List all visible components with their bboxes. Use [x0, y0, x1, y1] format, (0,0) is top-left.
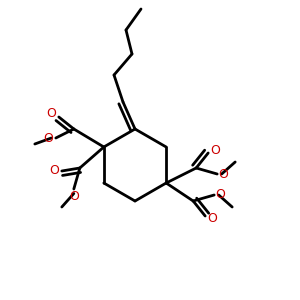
Text: O: O — [46, 107, 56, 121]
Text: O: O — [69, 190, 79, 203]
Text: O: O — [208, 212, 218, 226]
Text: O: O — [211, 143, 220, 157]
Text: O: O — [50, 164, 59, 178]
Text: O: O — [44, 131, 53, 145]
Text: O: O — [215, 188, 225, 202]
Text: O: O — [218, 167, 228, 181]
